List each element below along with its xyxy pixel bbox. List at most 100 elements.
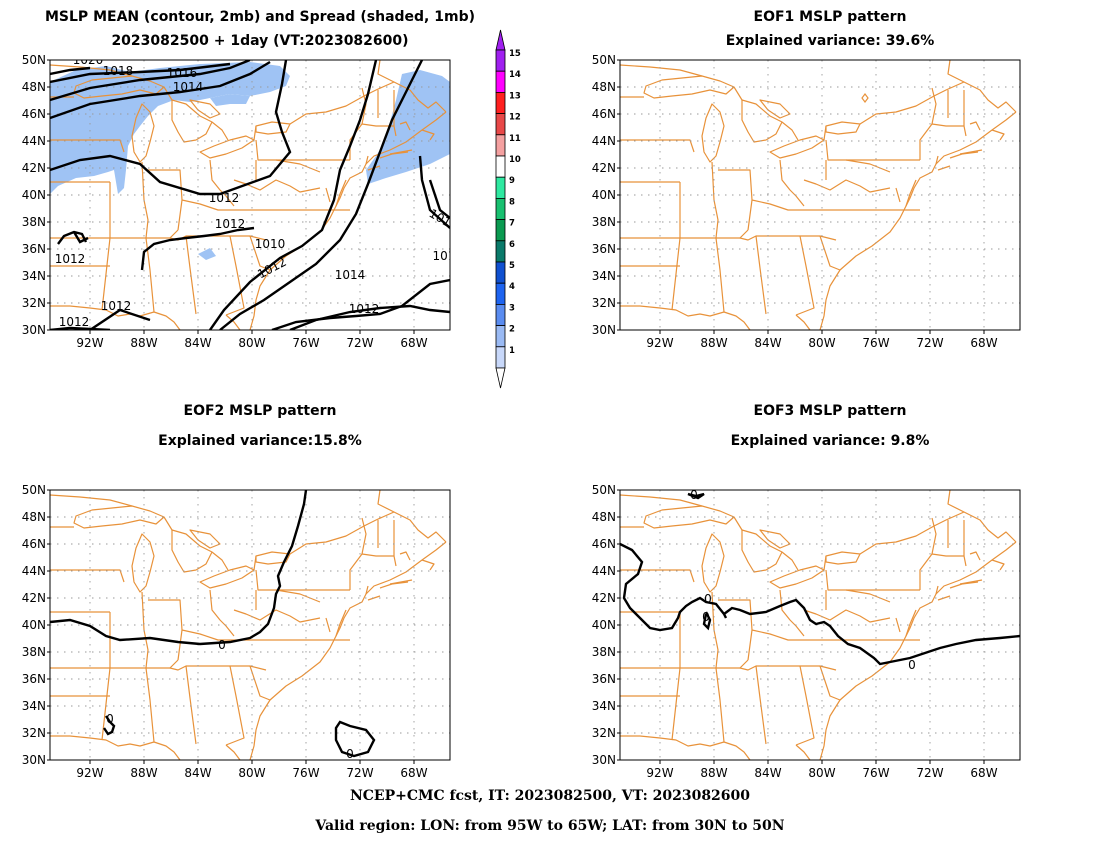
lon-tick-label: 72W [916,336,943,350]
colorbar-swatch [495,282,506,305]
colorbar-label: 2 [509,325,515,335]
lon-tick-label: 76W [862,336,889,350]
spread-colorbar: 15 14 13 12 11 10 9 8 7 6 5 4 3 2 1 [495,29,521,389]
axis-labels: 50N 48N 46N 44N 42N 40N 38N 36N 34N 32N 30N 92W 88W 8… [22,483,428,780]
lon-tick-label: 68W [970,766,997,780]
panel-eof1: 50N 48N 46N 44N 42N 40N 38N 36N 34N 32N 30N 92W 88W 8… [592,53,1021,350]
contour-label: 0 [690,488,698,502]
lon-tick-label: 76W [292,766,319,780]
colorbar-swatch [495,155,506,178]
lat-tick-label: 38N [592,215,616,229]
lat-tick-label: 50N [592,483,616,497]
lat-tick-label: 48N [592,510,616,524]
colorbar-label: 3 [509,303,515,313]
contour-labels: 0 0 0 [106,638,354,760]
lat-tick-label: 44N [592,564,616,578]
lon-tick-label: 92W [76,766,103,780]
lon-tick-label: 68W [970,336,997,350]
colorbar-label: 14 [509,70,521,80]
contour-label: 1014 [173,80,204,94]
axis-labels: 50N 48N 46N 44N 42N 40N 38N 36N 34N 32N 30N 92W 88W 8… [592,53,998,350]
eof2-title-line2: Explained variance:15.8% [158,433,362,449]
island-outline [861,93,869,103]
lon-tick-label: 84W [184,766,211,780]
lat-tick-label: 42N [22,591,46,605]
lon-tick-label: 80W [808,766,835,780]
lat-tick-label: 34N [592,699,616,713]
lon-tick-label: 88W [130,336,157,350]
lat-tick-label: 48N [22,80,46,94]
eof1-title-line2: Explained variance: 39.6% [725,33,935,49]
colorbar-label: 15 [509,49,521,59]
colorbar-label: 10 [509,155,521,165]
lon-tick-label: 84W [184,336,211,350]
eof1-title-line1: EOF1 MSLP pattern [753,9,907,25]
contour-label: 0 [106,712,114,726]
lon-tick-label: 68W [400,766,427,780]
colorbar-label: 13 [509,91,521,101]
colorbar-top-arrow [495,29,506,51]
lat-tick-label: 38N [22,645,46,659]
colorbar-label: 5 [509,261,515,271]
footer-line1: NCEP+CMC fcst, IT: 2023082500, VT: 20230… [349,788,751,804]
lat-tick-label: 40N [592,618,616,632]
mean-title-line2: 2023082500 + 1day (VT:2023082600) [111,33,409,49]
lat-tick-label: 38N [22,215,46,229]
lon-tick-label: 68W [400,336,427,350]
lon-tick-label: 72W [916,766,943,780]
lat-tick-label: 32N [592,726,616,740]
contour-label: 1012 [215,217,246,231]
lat-tick-label: 50N [22,53,46,67]
lat-tick-label: 36N [592,242,616,256]
eof2-title-line1: EOF2 MSLP pattern [183,403,337,419]
contour-label: 0 [702,610,710,624]
lat-tick-label: 32N [22,726,46,740]
lat-tick-label: 44N [592,134,616,148]
lat-tick-label: 46N [592,107,616,121]
lat-tick-label: 46N [592,537,616,551]
lon-tick-label: 76W [292,336,319,350]
lat-tick-label: 50N [22,483,46,497]
eof-contours [50,490,376,758]
lon-tick-label: 72W [346,766,373,780]
lat-tick-label: 36N [22,242,46,256]
colorbar-label: 6 [509,240,515,250]
lat-tick-label: 32N [22,296,46,310]
lon-tick-label: 80W [238,766,265,780]
lat-tick-label: 40N [592,188,616,202]
colorbar-swatch [495,92,506,115]
mslp-contours [50,60,450,330]
contour-label: 1012 [209,191,240,205]
eof-contours [620,492,1020,666]
colorbar-label: 4 [509,282,515,292]
lon-tick-label: 80W [808,336,835,350]
lat-tick-label: 36N [22,672,46,686]
lat-tick-label: 42N [592,591,616,605]
lon-tick-label: 88W [700,766,727,780]
contour-label: 1012 [349,302,380,316]
contour-label: 1020 [73,53,104,67]
colorbar-swatch [495,113,506,136]
lon-tick-label: 88W [130,766,157,780]
lon-tick-label: 84W [754,336,781,350]
panel-eof2: 0 0 0 50N 48N 46N 44N 42N 40N 38N 36N 34N 32N 30N 9… [22,483,451,780]
contour-label: 1012 [101,299,132,313]
contour-label: 0 [908,658,916,672]
contour-label: 1016 [167,66,198,80]
lat-tick-label: 50N [592,53,616,67]
eof3-title-line2: Explained variance: 9.8% [730,433,930,449]
colorbar-swatch [495,176,506,199]
lat-tick-label: 40N [22,618,46,632]
lat-tick-label: 30N [22,753,46,767]
lat-tick-label: 32N [592,296,616,310]
contour-label: 1012 [55,252,86,266]
lat-tick-label: 44N [22,134,46,148]
contour-label: 1010 [255,237,286,251]
panel-eof3: 0 0 0 0 50N 48N 46N 44N 42N 40N 38N 36N 34N 32N 30… [592,483,1021,780]
colorbar-swatch [495,240,506,263]
colorbar-label: 7 [509,219,515,229]
contour-labels: 1020 1018 1016 1014 1012 1012 1012 1012 … [55,53,450,329]
colorbar-label: 1 [509,346,515,356]
contour-label: 1012 [59,315,90,329]
